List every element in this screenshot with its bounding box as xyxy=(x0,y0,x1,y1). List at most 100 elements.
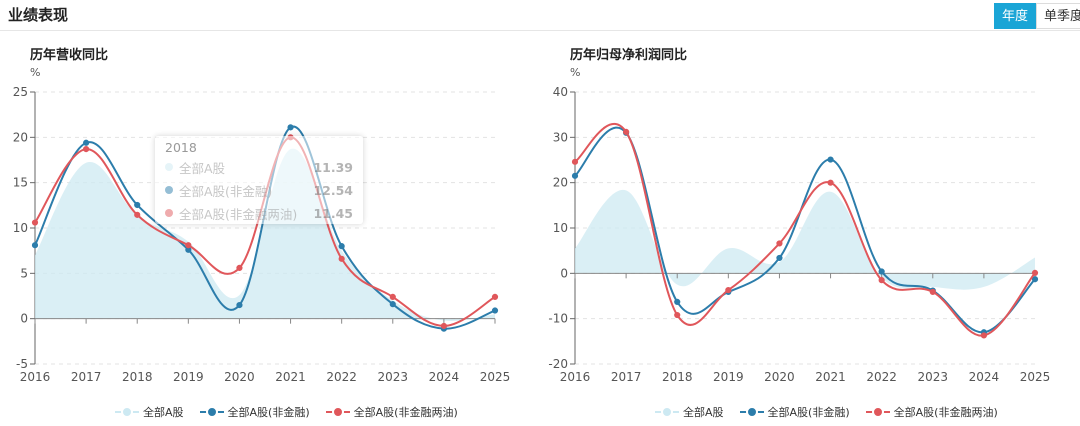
x-tick-label: 2018 xyxy=(122,370,153,384)
x-tick-label: 2024 xyxy=(429,370,460,384)
profit-y-unit: % xyxy=(570,66,581,79)
data-point xyxy=(1031,269,1039,276)
x-tick-label: 2019 xyxy=(173,370,204,384)
data-point xyxy=(827,156,834,163)
y-tick-label: 20 xyxy=(553,176,568,190)
data-point xyxy=(929,288,936,296)
x-tick-label: 2025 xyxy=(480,370,511,384)
legend-item-nonfin-ex-oil[interactable]: 全部A股(非金融两油) xyxy=(325,404,458,420)
data-point xyxy=(31,242,39,249)
revenue-chart-title: 历年营收同比 xyxy=(30,48,109,63)
period-toggle: 年度 单季度 xyxy=(994,3,1080,29)
data-point xyxy=(287,124,294,131)
data-point xyxy=(878,277,885,284)
legend-label: 全部A股(非金融) xyxy=(227,406,310,419)
legend-line-icon xyxy=(739,406,764,418)
tooltip-series-name: 全部A股(非金融两油) xyxy=(179,206,298,222)
quarterly-tab[interactable]: 单季度 xyxy=(1036,3,1080,29)
tooltip-row: 全部A股(非金融) 12.54 xyxy=(165,181,353,199)
data-point xyxy=(389,293,396,301)
tooltip-value: 11.45 xyxy=(313,205,353,221)
x-tick-label: 2021 xyxy=(815,370,846,384)
legend-area-icon xyxy=(655,406,679,418)
x-tick-label: 2016 xyxy=(560,370,591,384)
x-tick-label: 2023 xyxy=(378,370,409,384)
y-tick-label: -10 xyxy=(548,312,568,326)
y-tick-label: -20 xyxy=(548,357,568,371)
data-point xyxy=(338,255,345,262)
data-point xyxy=(134,201,141,209)
legend-label: 全部A股(非金融) xyxy=(767,406,850,419)
data-point xyxy=(440,322,447,330)
line-series xyxy=(574,126,1036,334)
data-point xyxy=(827,179,834,186)
data-point xyxy=(776,240,783,247)
y-tick-label: 0 xyxy=(560,266,568,280)
legend-item-nonfin[interactable]: 全部A股(非金融) xyxy=(199,404,310,420)
tooltip-year: 2018 xyxy=(165,140,197,155)
x-tick-label: 2022 xyxy=(866,370,897,384)
tooltip-series-name: 全部A股 xyxy=(179,160,226,176)
data-point xyxy=(980,332,987,339)
y-tick-label: 10 xyxy=(553,221,568,235)
legend-item-nonfin-ex-oil[interactable]: 全部A股(非金融两油) xyxy=(865,404,998,420)
legend-line-icon xyxy=(325,406,350,418)
data-point xyxy=(83,146,90,153)
tooltip-series-name: 全部A股(非金融) xyxy=(179,183,273,199)
profit-chart[interactable]: -20 -10 0 10 20 30 40 2016 2017 2018 2019 2020 2021 2… xyxy=(540,36,1080,426)
legend-item-nonfin[interactable]: 全部A股(非金融) xyxy=(739,404,850,420)
data-point xyxy=(83,139,90,146)
data-point xyxy=(491,307,499,314)
y-tick-label: 5 xyxy=(20,266,28,280)
line-series xyxy=(34,125,496,330)
profit-chart-panel: 历年归母净利润同比 % -20 -10 0 10 20 30 40 2016 2017 2018 2… xyxy=(540,36,1080,426)
data-point xyxy=(338,243,345,250)
data-point xyxy=(491,293,499,301)
data-point xyxy=(1031,276,1039,283)
y-tick-label: 30 xyxy=(553,130,568,144)
legend-line-icon xyxy=(199,406,224,418)
legend-item-all[interactable]: 全部A股 xyxy=(655,404,724,420)
tooltip-value: 11.39 xyxy=(313,159,353,175)
x-tick-label: 2019 xyxy=(713,370,744,384)
tooltip-row: 全部A股(非金融两油) 11.45 xyxy=(165,204,353,222)
x-tick-label: 2020 xyxy=(224,370,255,384)
data-point xyxy=(674,311,681,319)
x-tick-label: 2025 xyxy=(1020,370,1051,384)
legend-item-all[interactable]: 全部A股 xyxy=(115,404,184,420)
area-series xyxy=(575,189,1035,290)
tooltip-dot-icon xyxy=(165,186,173,194)
data-point xyxy=(878,268,885,275)
data-point xyxy=(185,242,192,249)
data-point xyxy=(623,128,630,135)
revenue-y-unit: % xyxy=(30,66,41,79)
data-point xyxy=(31,219,39,226)
annual-tab[interactable]: 年度 xyxy=(994,3,1037,29)
y-tick-label: 25 xyxy=(13,85,28,99)
x-tick-label: 2017 xyxy=(71,370,102,384)
x-tick-label: 2016 xyxy=(20,370,51,384)
data-point xyxy=(674,298,681,305)
data-point xyxy=(389,301,396,308)
x-tick-label: 2021 xyxy=(275,370,306,384)
x-tick-label: 2018 xyxy=(662,370,693,384)
line-series xyxy=(574,122,1036,337)
tooltip-value: 12.54 xyxy=(313,182,353,198)
profit-legend: 全部A股 全部A股(非金融) 全部A股(非金融两油) xyxy=(655,404,1014,420)
y-tick-label: 20 xyxy=(13,130,28,144)
y-tick-label: 40 xyxy=(553,85,568,99)
profit-chart-title: 历年归母净利润同比 xyxy=(570,48,688,63)
area-series xyxy=(35,148,495,321)
x-tick-label: 2023 xyxy=(918,370,949,384)
data-point xyxy=(571,158,579,165)
y-tick-label: 10 xyxy=(13,221,28,235)
x-tick-label: 2022 xyxy=(326,370,357,384)
legend-label: 全部A股 xyxy=(683,406,724,419)
y-tick-label: 15 xyxy=(13,176,28,190)
legend-label: 全部A股(非金融两油) xyxy=(893,406,998,419)
y-tick-label: 0 xyxy=(20,312,28,326)
data-point xyxy=(571,172,579,179)
legend-area-icon xyxy=(115,406,139,418)
title-divider xyxy=(0,30,1080,31)
